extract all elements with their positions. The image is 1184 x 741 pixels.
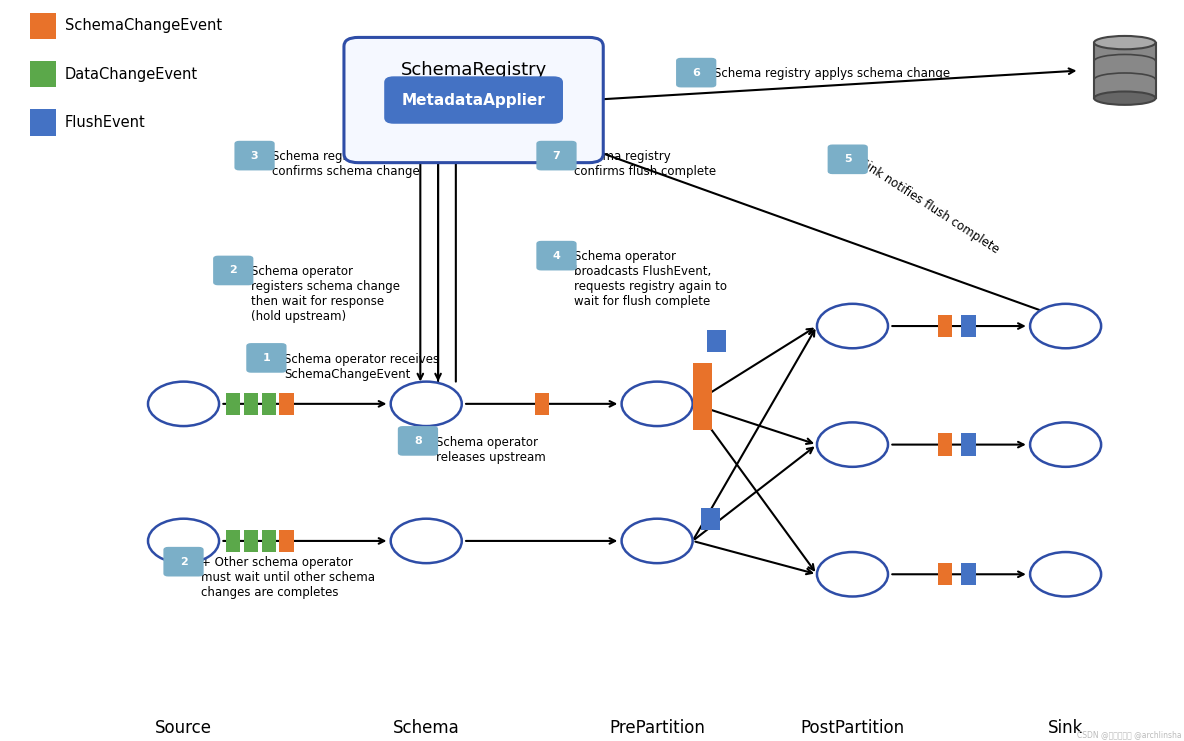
Text: Sink notifies flush complete: Sink notifies flush complete [857, 156, 1002, 256]
FancyBboxPatch shape [163, 547, 204, 576]
Circle shape [817, 422, 888, 467]
FancyBboxPatch shape [246, 343, 287, 373]
Text: FlushEvent: FlushEvent [65, 115, 146, 130]
Text: Schema registry applys schema change: Schema registry applys schema change [714, 67, 950, 80]
Text: Sink: Sink [1048, 719, 1083, 737]
Text: Source: Source [155, 719, 212, 737]
FancyBboxPatch shape [535, 393, 549, 415]
Ellipse shape [1094, 36, 1156, 49]
FancyBboxPatch shape [536, 141, 577, 170]
Circle shape [148, 519, 219, 563]
FancyBboxPatch shape [30, 109, 56, 136]
Text: PrePartition: PrePartition [610, 719, 704, 737]
FancyBboxPatch shape [1094, 42, 1156, 99]
FancyBboxPatch shape [279, 530, 294, 552]
Text: Schema registry
confirms schema change: Schema registry confirms schema change [272, 150, 420, 179]
Text: 7: 7 [553, 150, 560, 161]
FancyBboxPatch shape [345, 37, 603, 163]
Text: 4: 4 [553, 250, 560, 261]
FancyBboxPatch shape [536, 241, 577, 270]
FancyBboxPatch shape [693, 408, 712, 430]
Text: Schema operator
broadcasts FlushEvent,
requests registry again to
wait for flush: Schema operator broadcasts FlushEvent, r… [574, 250, 727, 308]
Text: + Other schema operator
must wait until other schema
changes are completes: + Other schema operator must wait until … [201, 556, 375, 599]
FancyBboxPatch shape [938, 433, 952, 456]
FancyBboxPatch shape [226, 530, 240, 552]
Circle shape [817, 552, 888, 597]
FancyBboxPatch shape [828, 144, 868, 174]
Text: Schema operator
releases upstream: Schema operator releases upstream [436, 436, 546, 464]
FancyBboxPatch shape [693, 385, 712, 408]
FancyBboxPatch shape [226, 393, 240, 415]
FancyBboxPatch shape [244, 530, 258, 552]
Ellipse shape [1094, 92, 1156, 105]
Text: 2: 2 [230, 265, 237, 276]
FancyBboxPatch shape [693, 363, 712, 385]
Text: 3: 3 [251, 150, 258, 161]
Circle shape [817, 304, 888, 348]
Circle shape [622, 382, 693, 426]
FancyBboxPatch shape [262, 393, 276, 415]
Circle shape [148, 382, 219, 426]
Circle shape [1030, 304, 1101, 348]
Text: Schema operator
registers schema change
then wait for response
(hold upstream): Schema operator registers schema change … [251, 265, 400, 323]
Text: Schema
Operator: Schema Operator [390, 719, 463, 741]
Text: Schema registry
confirms flush complete: Schema registry confirms flush complete [574, 150, 716, 179]
Circle shape [391, 382, 462, 426]
FancyBboxPatch shape [398, 426, 438, 456]
Circle shape [622, 519, 693, 563]
FancyBboxPatch shape [961, 433, 976, 456]
FancyBboxPatch shape [234, 141, 275, 170]
FancyBboxPatch shape [30, 61, 56, 87]
Text: Schema operator receives
SchemaChangeEvent: Schema operator receives SchemaChangeEve… [284, 353, 439, 381]
FancyBboxPatch shape [961, 315, 976, 337]
FancyBboxPatch shape [244, 393, 258, 415]
FancyBboxPatch shape [701, 508, 720, 530]
Text: PostPartition: PostPartition [800, 719, 905, 737]
FancyBboxPatch shape [938, 563, 952, 585]
FancyBboxPatch shape [385, 76, 564, 124]
FancyBboxPatch shape [676, 58, 716, 87]
FancyBboxPatch shape [213, 256, 253, 285]
Text: DataChangeEvent: DataChangeEvent [65, 67, 198, 82]
FancyBboxPatch shape [30, 13, 56, 39]
Circle shape [1030, 552, 1101, 597]
Text: 1: 1 [263, 353, 270, 363]
Text: 5: 5 [844, 154, 851, 165]
Text: MetadataApplier: MetadataApplier [401, 93, 546, 107]
Text: 2: 2 [180, 556, 187, 567]
Text: 8: 8 [414, 436, 422, 446]
Circle shape [391, 519, 462, 563]
Text: 6: 6 [693, 67, 700, 78]
Text: SchemaRegistry: SchemaRegistry [400, 61, 547, 79]
FancyBboxPatch shape [961, 563, 976, 585]
Text: SchemaChangeEvent: SchemaChangeEvent [65, 19, 223, 33]
Circle shape [1030, 422, 1101, 467]
Text: CSDN @一真的故乡 @archlinsha: CSDN @一真的故乡 @archlinsha [1077, 731, 1182, 740]
FancyBboxPatch shape [707, 330, 726, 352]
FancyBboxPatch shape [938, 315, 952, 337]
FancyBboxPatch shape [279, 393, 294, 415]
FancyBboxPatch shape [262, 530, 276, 552]
